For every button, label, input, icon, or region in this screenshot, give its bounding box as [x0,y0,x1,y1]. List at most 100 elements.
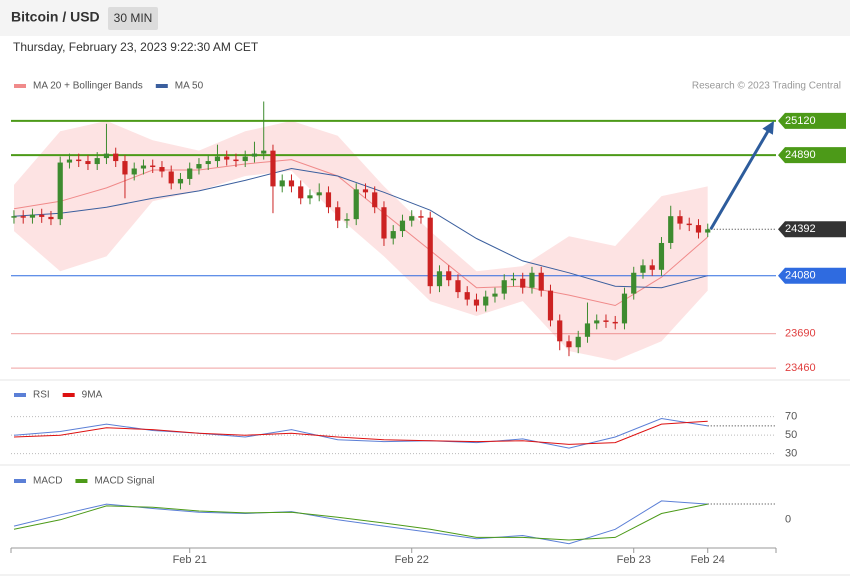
candle-body [399,220,406,232]
candle-body [473,299,480,306]
legend-label: MACD Signal [94,476,154,487]
candle-body [11,216,17,218]
candle-body [103,153,110,159]
candle-body [29,214,36,218]
candle-body [603,320,609,322]
candle-body [492,293,498,297]
candle-body [94,158,100,165]
candle-body [76,159,82,162]
candle-body [159,167,165,172]
timeframe-box [108,7,158,30]
level-box [778,267,846,284]
x-tick-label: Feb 22 [395,554,429,566]
candle-body [436,271,443,287]
candle-body [547,290,554,321]
candle-body [390,231,396,239]
level-label: 25120 [785,115,816,127]
candle-body [205,161,211,165]
candle-body [510,278,517,281]
legend-label: RSI [33,390,50,401]
candle-body [57,162,63,220]
candle-body [344,219,350,221]
candle-body [335,207,341,221]
candle-body [594,320,600,324]
candle-body [455,280,461,293]
candle-body [584,323,591,337]
bollinger-band [14,120,708,361]
candle-body [418,216,424,218]
candle-body [140,165,147,169]
candle-body [316,192,322,196]
candle-body [196,164,202,169]
timeframe: 30 MIN [114,11,153,25]
candle-body [464,292,470,300]
candle-body [288,180,295,187]
candle-body [566,341,572,348]
level-label: 24890 [785,149,816,161]
candle-body [48,216,54,220]
candle-body [150,165,156,168]
legend-swatch [14,84,26,88]
candle-body [242,156,248,162]
candle-body [362,189,369,193]
credit: Research © 2023 Trading Central [692,81,841,92]
x-tick-label: Feb 23 [617,554,651,566]
candle-body [557,320,563,342]
level-label: 23460 [785,362,816,374]
candle-body [224,156,230,160]
candle-body [214,156,221,162]
candle-body [686,223,692,226]
candle-body [251,153,258,157]
y-tick-label: 30 [785,448,797,460]
candle-body [695,225,702,233]
candle-body [66,159,73,163]
candle-body [677,216,683,224]
candle-body [612,321,618,324]
candle-body [233,159,239,162]
candle-body [446,271,452,281]
level-label: 23690 [785,328,816,340]
candle-body [261,150,267,154]
indicator-line [13,420,708,445]
candle-body [520,278,526,288]
level-label: 24392 [785,223,816,235]
legend-swatch [14,479,26,483]
candle-body [325,192,332,208]
candle-body [658,242,665,270]
candle-body [279,180,285,187]
legend-swatch [155,84,168,88]
candle-body [122,161,128,175]
ma50-line [13,167,708,289]
y-tick-label: 70 [785,411,797,423]
legend-label: MA 20 + Bollinger Bands [33,81,143,92]
indicator-line [13,500,708,545]
candle-body [631,272,637,294]
candle-body [39,214,45,217]
candle-body [131,168,137,175]
candle-body [575,336,581,348]
legend-label: MACD [33,476,62,487]
candle-body [483,296,489,306]
level-box [778,112,846,129]
level-box [778,221,846,238]
x-tick-label: Feb 21 [173,554,207,566]
legend-swatch [75,479,88,483]
ma20-line [13,159,709,307]
candle-body [270,150,276,187]
indicator-line [13,417,708,449]
candle-body [529,272,535,288]
candle-body [538,272,544,291]
title: Bitcoin / USD [11,9,100,25]
forecast-arrow [709,127,772,231]
legend-swatch [62,393,75,397]
y-tick-label: 0 [785,514,791,526]
candle-body [381,207,387,239]
legend-label: 9MA [82,390,103,401]
candle-body [307,195,313,199]
candle-body [649,265,655,270]
candle-body [168,171,174,184]
candle-body [501,280,507,294]
x-tick-label: Feb 24 [691,554,725,566]
legend-swatch [14,393,26,397]
